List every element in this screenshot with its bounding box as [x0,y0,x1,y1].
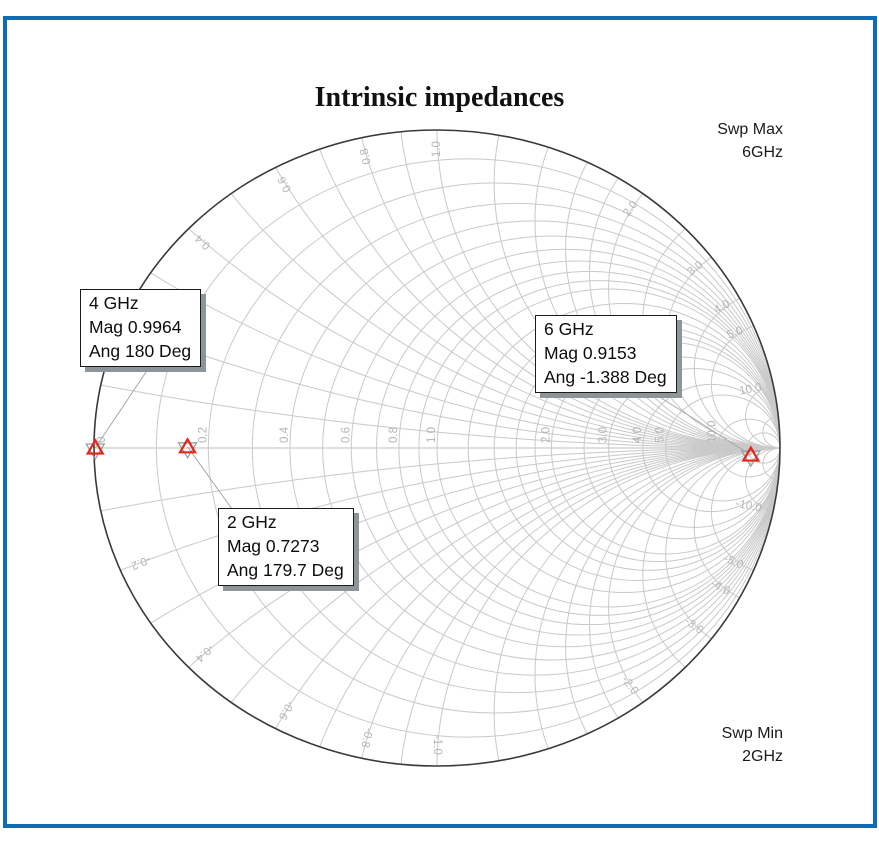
reactance-arc [319,447,781,747]
sweep-max-label: Swp Max [717,121,783,138]
unit-circle-rim [93,129,781,767]
reactance-arc [665,447,781,640]
reactance-arc [100,384,781,449]
marker-label-freq: 4 GHz [89,293,139,313]
resistance-grid-label: 0 [96,437,108,443]
leader-line [654,393,752,456]
leader-line [187,446,233,510]
resistance-grid-label: 2.0 [540,427,552,443]
reactance-arc [710,325,781,449]
resistance-grid-label: 10.0 [707,421,719,443]
reactance-arc [400,447,781,765]
marker-label-ang: Ang -1.388 Deg [544,367,667,387]
reactance-arc [745,384,781,449]
marker-label-freq: 2 GHz [227,512,277,532]
reactance-grid-label: -4.0 [709,578,732,598]
reactance-arc [230,447,781,703]
marker-triangle[interactable] [85,438,105,455]
resistance-grid-label: 4.0 [632,427,644,443]
reactance-grid-label: -0.2 [129,553,152,572]
resistance-grid-label: 3.0 [598,427,610,443]
sweep-max-annotation: Swp Max 6GHz [717,118,783,164]
sweep-max-value: 6GHz [742,144,783,161]
marker-triangle[interactable] [178,437,197,454]
reactance-arc [319,149,781,449]
reactance-arc [188,228,781,449]
marker-shadow-triangle [740,450,762,468]
reactance-arc [150,272,781,449]
reactance-grid-label: 0.6 [276,174,294,194]
reactance-arc [588,177,781,449]
resistance-grid-label: 0.2 [197,427,209,443]
reactance-arc [493,447,781,761]
smith-grid [94,129,781,767]
reactance-grid-label: -0.6 [276,699,296,722]
reactance-arc [361,447,781,759]
markers [85,437,762,468]
reactance-arc [693,447,781,599]
marker-label-mag: Mag 0.7273 [227,536,320,556]
marker-shadow-triangle [177,442,198,460]
marker-label-freq: 6 GHz [544,319,594,339]
reactance-arc [188,447,781,668]
reactance-grid-label: 2.0 [621,199,640,219]
reactance-arc [120,325,781,449]
reactance-grid-label: 0.8 [358,147,373,165]
chart-title: Intrinsic impedances [314,82,565,113]
reactance-grid-label: 5.0 [725,324,744,341]
marker-label-mag: Mag 0.9153 [544,343,637,363]
reactance-arc [230,193,781,449]
reactance-arc [275,447,781,729]
reactance-grid-label: 3.0 [685,259,705,278]
marker-leader-lines [94,362,752,510]
reactance-grid-label: -5.0 [722,553,745,572]
resistance-grid-label: 0.6 [340,427,352,443]
reactance-grid-label: -1.0 [431,735,443,755]
resistance-grid-label: 5.0 [655,427,667,443]
reactance-arc [275,167,781,449]
reactance-arc [608,447,781,703]
sweep-min-value: 2GHz [742,748,783,765]
marker-label-4ghz[interactable]: 4 GHz Mag 0.9964 Ang 180 Deg [80,289,202,367]
reactance-arc [436,447,781,767]
reactance-arc [762,447,781,481]
marker-label-ang: Ang 180 Deg [89,341,192,361]
reactance-arc [745,447,781,512]
resistance-grid-label: 0.8 [388,427,400,443]
sweep-min-annotation: Swp Min 2GHz [722,722,783,768]
marker-label-2ghz[interactable]: 2 GHz Mag 0.7273 Ang 179.7 Deg [218,508,354,586]
leader-line [94,362,153,449]
reactance-grid-label: -10.0 [735,498,763,515]
reactance-arc [400,131,781,449]
marker-triangle[interactable] [741,445,761,462]
window-frame-border [3,16,877,828]
resistance-grid-label: 1.0 [426,427,438,443]
reactance-grid-label: -3.0 [682,615,705,637]
reactance-grid-label: 1.0 [431,141,443,157]
reactance-arc [693,297,781,449]
reactance-grid-label: 10.0 [738,381,762,397]
sweep-min-label: Swp Min [721,725,783,742]
marker-label-mag: Mag 0.9964 [89,317,182,337]
resistance-grid-label: 0.4 [279,426,291,443]
reactance-arc [588,447,781,719]
reactance-arc [762,415,781,449]
reactance-arc [361,137,781,449]
reactance-grid-label: -0.8 [358,727,374,749]
reactance-arc [642,447,781,668]
reactance-arc [100,447,781,512]
marker-shadow-triangle [85,443,106,461]
marker-label-ang: Ang 179.7 Deg [227,560,344,580]
reactance-arc [534,447,781,749]
reactance-arc [565,447,781,735]
marker-label-6ghz[interactable]: 6 GHz Mag 0.9153 Ang -1.388 Deg [535,315,677,393]
